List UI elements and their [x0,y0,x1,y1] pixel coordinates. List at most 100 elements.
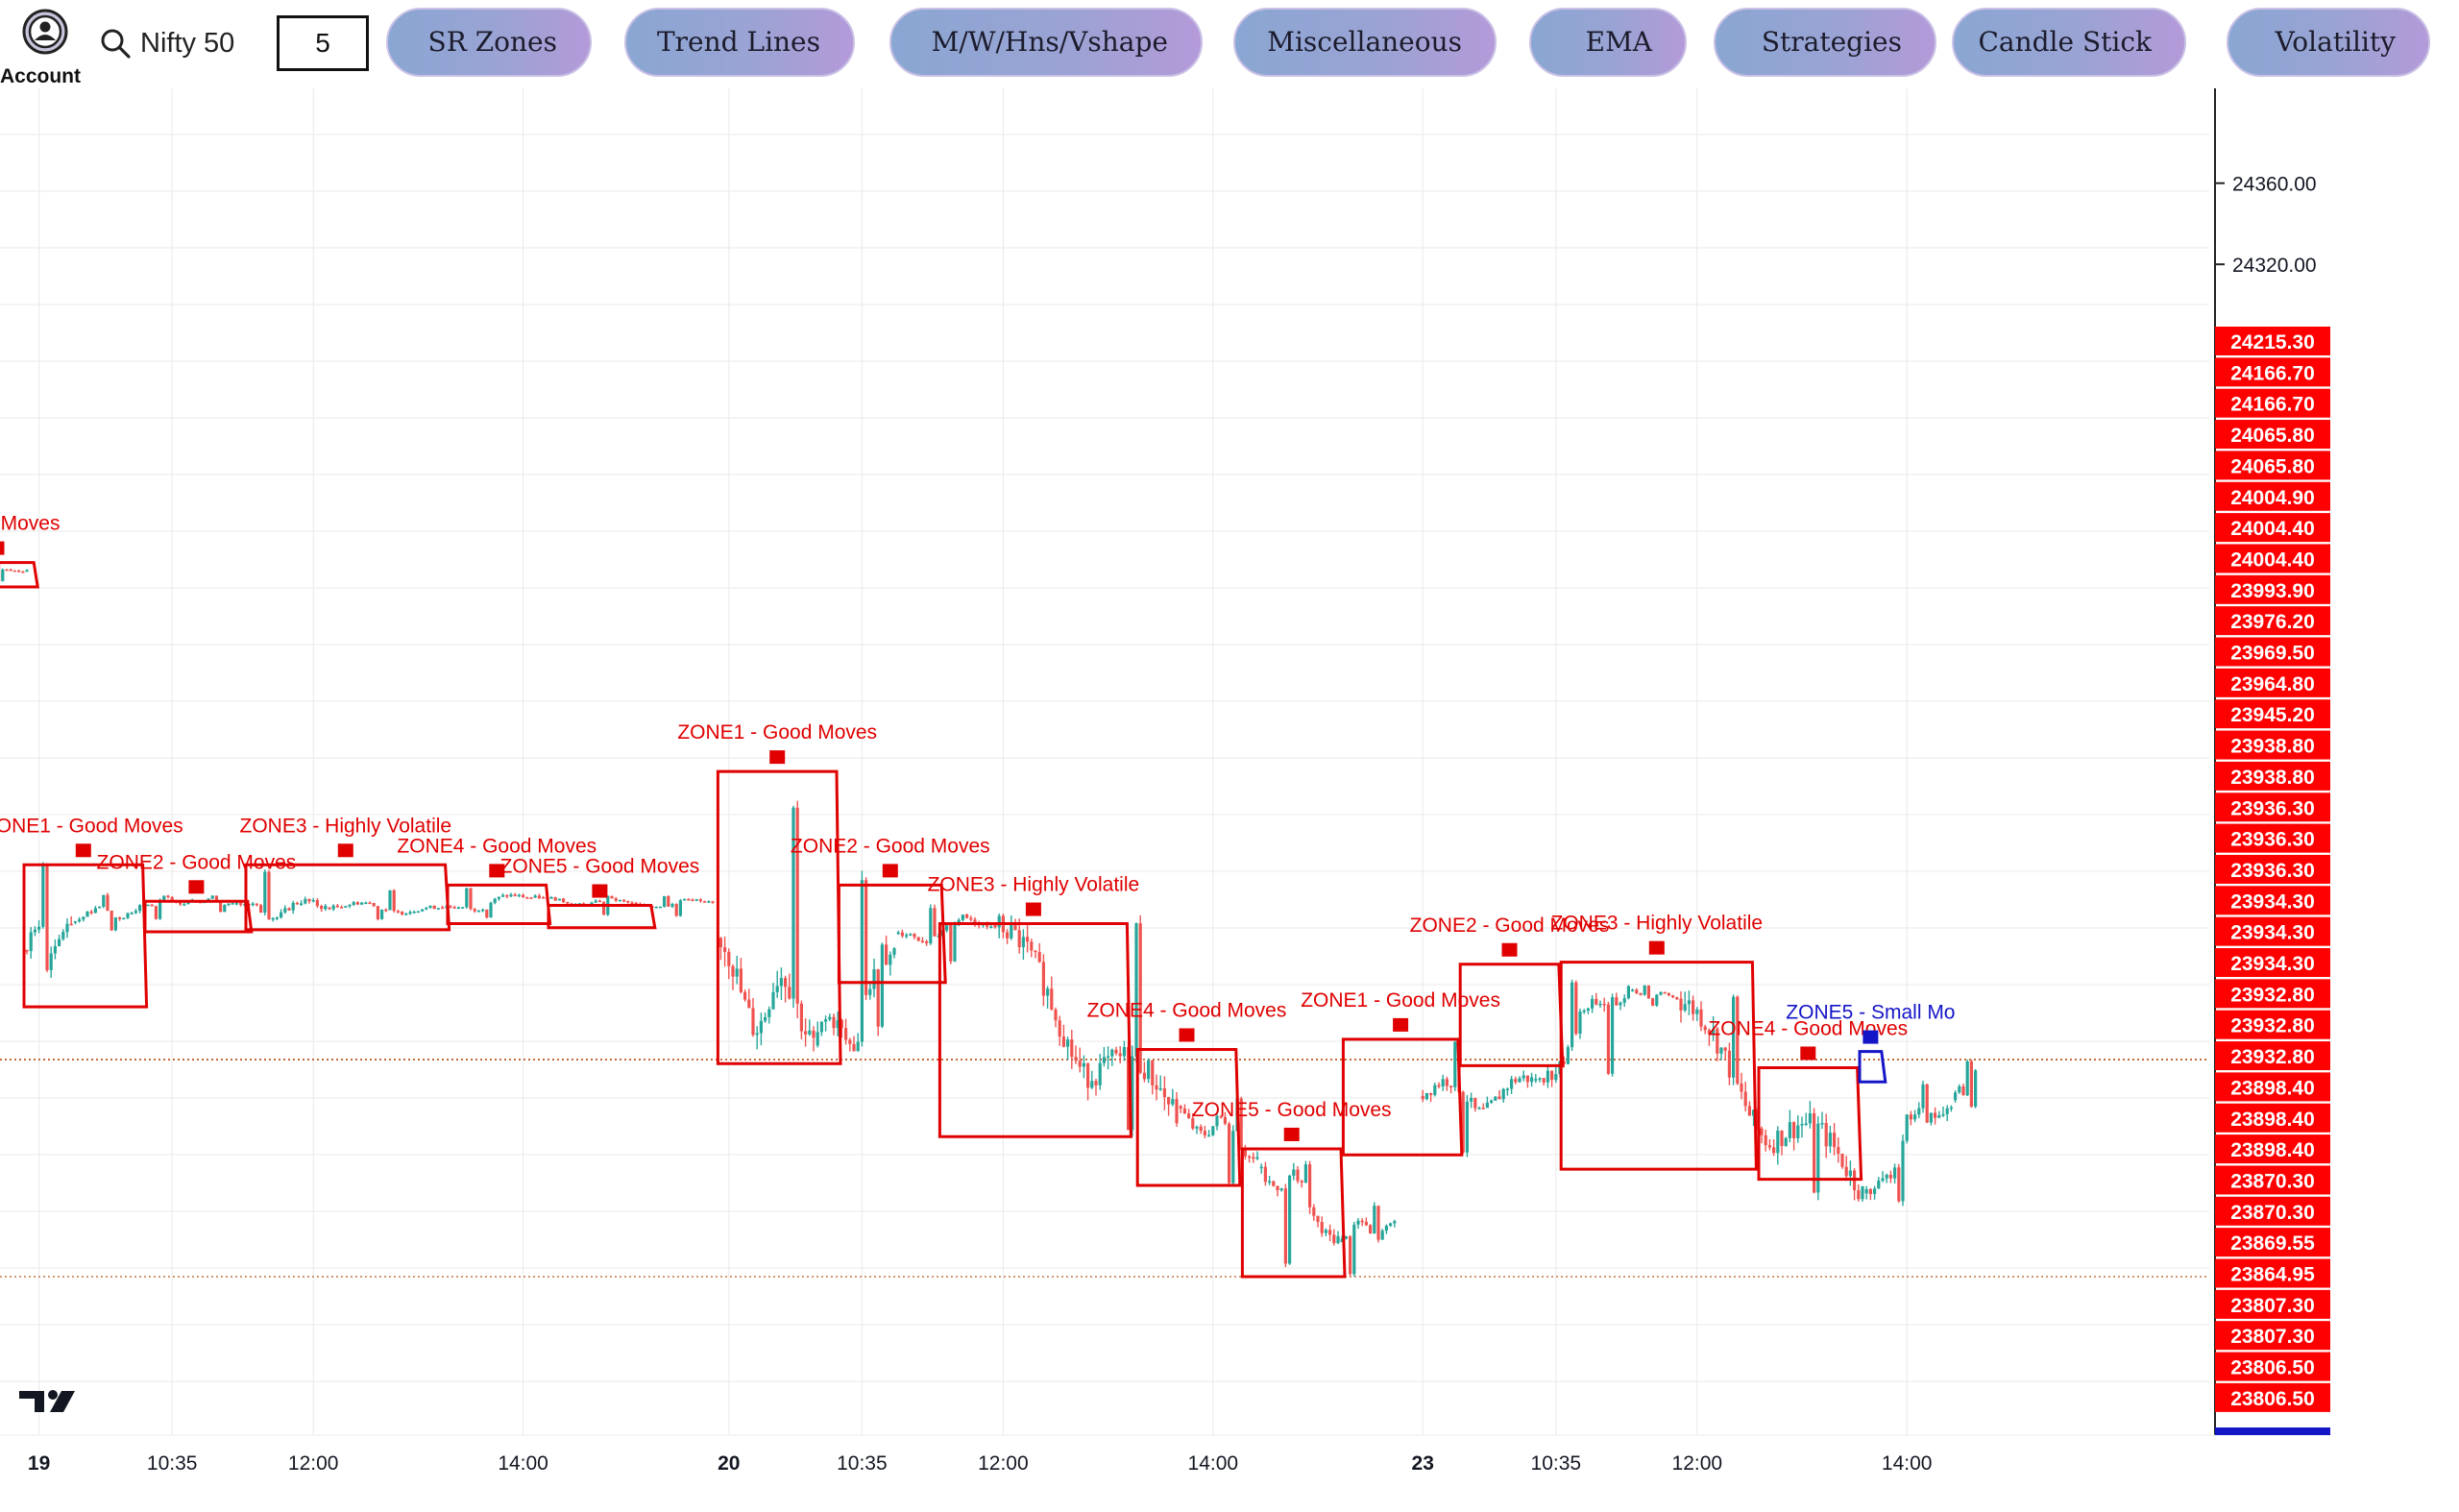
candle-bearish [1868,1188,1872,1194]
ema-button[interactable]: EMA [1529,8,1687,77]
zone-9[interactable]: ZONE3 - Highly Volatile [928,874,1140,1138]
zone-10[interactable]: ZONE4 - Good Moves [1087,999,1287,1187]
zone-2[interactable]: ZONE1 - Good Moves [0,815,183,1009]
tradingview-logo[interactable] [19,1390,75,1412]
zone-box[interactable] [716,769,842,1065]
price-label-box [2215,730,2330,760]
zone-box[interactable] [1559,961,1758,1171]
zone-12[interactable]: ZONE1 - Good Moves [1301,989,1500,1157]
candle-bullish [408,912,412,915]
price-label: 23936.30 [2230,860,2315,882]
candle-stick-button[interactable]: Candle Stick [1952,8,2186,77]
candle-bullish [1655,994,1659,1006]
candle-bearish [1369,1225,1373,1233]
candle-bullish [1352,1224,1356,1275]
zone-8[interactable]: ZONE2 - Good Moves [791,835,990,985]
candle-bearish [1837,1147,1840,1154]
candle-bullish [360,902,364,905]
candle-bullish [1929,1112,1933,1123]
price-label: 23864.95 [2230,1264,2315,1286]
candle-bearish [1651,998,1655,1006]
candle-bullish [509,894,513,897]
price-axis[interactable]: 24360.0024320.0024280.0024240.0024215.30… [2214,88,2330,1435]
miscellaneous-button[interactable]: Miscellaneous [1233,8,1497,77]
zone-box[interactable] [937,922,1132,1138]
zone-box[interactable] [143,899,254,934]
m-w-hns-vshape-button[interactable]: M/W/Hns/Vshape [889,8,1203,77]
zone-box[interactable] [1240,1147,1347,1279]
zone-box[interactable] [837,883,947,985]
candle-bearish [832,1016,836,1029]
zone-box[interactable] [0,561,39,589]
candle-bullish [1494,1096,1497,1101]
candle-bullish [1534,1079,1538,1081]
time-tick-label: 14:00 [1882,1452,1933,1475]
candle-bullish [73,921,77,923]
zone-5[interactable]: ZONE4 - Good Moves [397,835,596,926]
candle-bullish [663,895,667,907]
time-tick-label: 12:00 [288,1452,339,1475]
trend-lines-button[interactable]: Trend Lines [624,8,855,77]
zone-box[interactable] [1858,1050,1887,1084]
zone-14[interactable]: ZONE3 - Highly Volatile [1551,913,1764,1171]
candle-bearish [614,898,618,901]
candle-bullish [1082,1062,1085,1067]
candle-bearish [166,895,170,897]
top-toolbar: Account Nifty 50 5 SR Zones Trend Lines … [0,0,2459,88]
zone-box[interactable] [1757,1065,1863,1182]
zone-15[interactable]: ZONE4 - Good Moves [1708,1017,1908,1182]
candle-bullish [481,909,485,912]
price-label: 23806.50 [2230,1388,2315,1410]
candle-bearish [1824,1122,1828,1147]
candle-bearish [844,1028,848,1040]
candle-bearish [320,906,324,910]
account-button[interactable]: Account [0,6,92,87]
zone-box[interactable] [1135,1047,1242,1187]
candle-bearish [376,906,379,919]
strategies-button[interactable]: Strategies [1714,8,1936,77]
candle-bullish [1578,1012,1582,1035]
candle-bullish [816,1032,819,1046]
zone-6[interactable]: ZONE5 - Good Moves [500,856,700,930]
zone-1[interactable]: - Good Moves [0,513,60,589]
candle-bearish [1514,1079,1518,1083]
price-label-box [2215,1103,2330,1133]
candle-bullish [1340,1238,1344,1243]
time-axis[interactable]: 19 10:35 12:00 14:00 20 10:35 12:00 14:00 23 10:3… [0,1434,2215,1475]
zone-16[interactable]: ZONE5 - Small Mo [1786,1002,1956,1084]
candle-bullish [1719,1047,1723,1054]
zone-box[interactable] [1341,1037,1464,1157]
zone-marker [1863,1030,1879,1044]
zone-box[interactable] [244,863,451,932]
zone-box[interactable] [547,904,657,930]
candle-bullish [654,906,658,909]
volatility-button[interactable]: Volatility [2227,8,2430,77]
price-label: 24004.40 [2230,549,2315,571]
candle-bearish [5,569,9,572]
zone-7[interactable]: ZONE1 - Good Moves [677,721,877,1065]
symbol-search[interactable]: Nifty 50 [100,21,234,65]
candle-bullish [227,903,231,906]
candle-bullish [1611,997,1615,1074]
candle-bearish [307,898,311,902]
candle-bullish [1538,1078,1542,1080]
candle-bullish [1546,1070,1549,1083]
candle-bullish [364,902,368,905]
candle-bullish [755,1033,759,1036]
candle-bullish [533,895,537,898]
zone-4[interactable]: ZONE3 - Highly Volatile [240,815,452,932]
price-chart[interactable]: - Good Moves ZONE1 - Good Moves ZONE2 - Go… [0,88,2459,1512]
candle-bearish [973,919,977,924]
price-label: 24004.40 [2230,518,2315,540]
candle-bullish [78,919,82,922]
zone-13[interactable]: ZONE2 - Good Moves [1410,915,1610,1067]
zone-marker [769,750,786,765]
zone-box[interactable] [446,883,552,926]
candle-bearish [1167,1096,1171,1105]
candle-bullish [828,1016,832,1020]
interval-input[interactable]: 5 [277,15,369,71]
sr-zones-button[interactable]: SR Zones [386,8,592,77]
zone-box[interactable] [22,863,149,1009]
zone-11[interactable]: ZONE5 - Good Moves [1192,1099,1392,1279]
zone-box[interactable] [1458,963,1565,1067]
